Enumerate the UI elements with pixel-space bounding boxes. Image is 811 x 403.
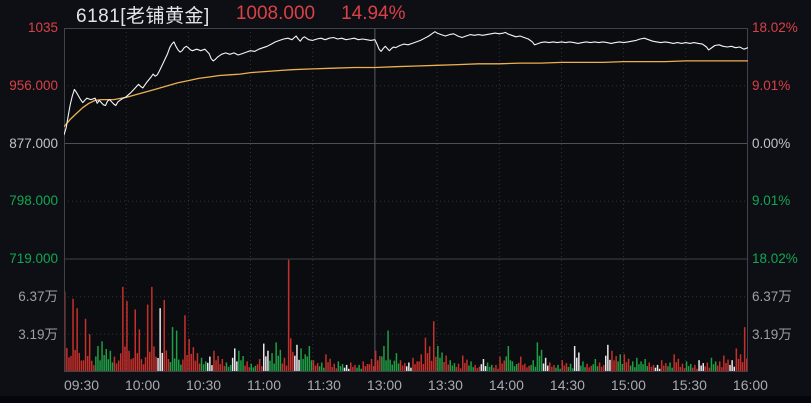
symbol-label: 6181[老铺黄金] bbox=[76, 5, 210, 27]
time-axis-label-1100: 11:00 bbox=[247, 377, 281, 393]
price-axis-label-low: 719.000 bbox=[9, 251, 58, 266]
price-axis-label-prev-close: 877.000 bbox=[9, 135, 58, 151]
price-axis-label-high: 1035 bbox=[27, 20, 58, 35]
time-axis-label-1530: 15:30 bbox=[671, 377, 707, 393]
time-axis-label-1400: 14:00 bbox=[488, 377, 524, 393]
volume-axis-label-upper-right: 6.37万 bbox=[752, 289, 792, 304]
percent-axis-label-high: 18.02% bbox=[752, 20, 798, 35]
percent-axis-label-down-mid: 9.01% bbox=[752, 193, 791, 208]
percent-axis-label-zero: 0.00% bbox=[752, 135, 791, 151]
time-axis-label-1300: 13:00 bbox=[366, 377, 402, 393]
volume-axis-label-lower-left: 3.19万 bbox=[18, 326, 58, 342]
price-axis-label-down-mid: 798.000 bbox=[9, 193, 58, 208]
plot-area bbox=[63, 28, 749, 372]
time-axis-label-1330: 13:30 bbox=[427, 377, 463, 393]
time-axis-label-1000: 10:00 bbox=[125, 377, 161, 393]
time-axis-label-1600: 16:00 bbox=[732, 377, 768, 393]
time-axis-label-1430: 14:30 bbox=[549, 377, 585, 393]
volume-axis-label-upper-left: 6.37万 bbox=[18, 289, 58, 304]
percent-axis-label-up-mid: 9.01% bbox=[752, 78, 791, 93]
time-axis-label-1130: 11:30 bbox=[306, 377, 341, 393]
volume-axis-label-lower-right: 3.19万 bbox=[752, 326, 792, 342]
last-price: 1008.000 bbox=[235, 3, 316, 24]
time-axis-label-0930: 09:30 bbox=[64, 377, 100, 393]
price-axis-label-up-mid: 956.000 bbox=[9, 78, 58, 93]
bottom-divider bbox=[0, 396, 811, 403]
time-axis-label-1030: 10:30 bbox=[186, 377, 222, 393]
time-axis: 09:30 10:00 10:30 11:00 11:30 13:00 13:3… bbox=[64, 375, 768, 395]
percent-axis-label-low: 18.02% bbox=[752, 251, 798, 266]
change-percent: 14.94% bbox=[341, 3, 406, 24]
timeshare-plot-canvas[interactable] bbox=[63, 28, 749, 372]
chart-header: 6181[老铺黄金] 1008.000 14.94% bbox=[76, 1, 406, 27]
time-axis-label-1500: 15:00 bbox=[610, 377, 646, 393]
